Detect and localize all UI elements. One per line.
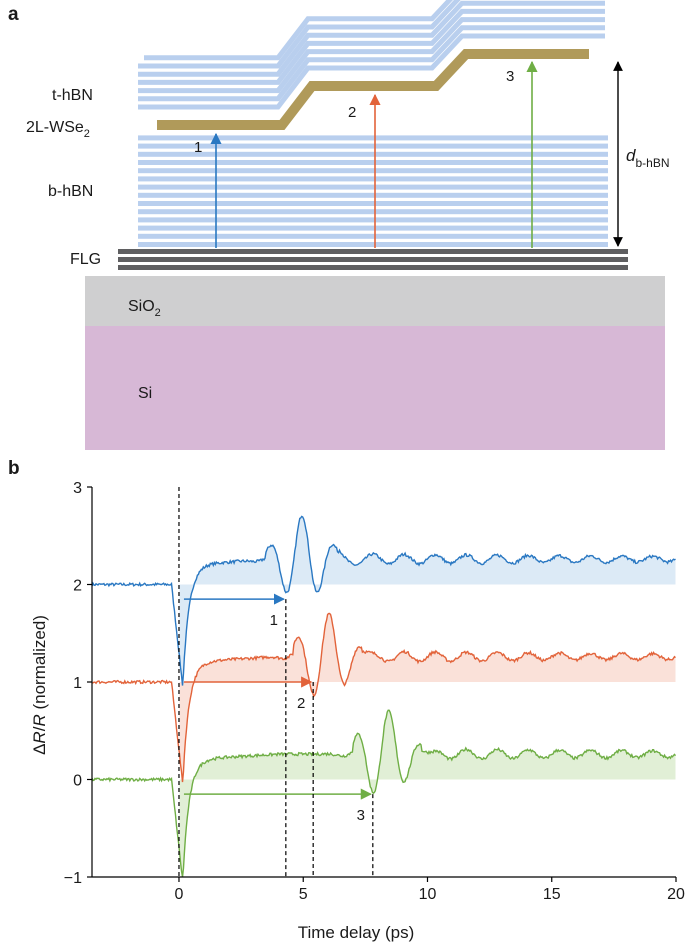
y-tick-label: −1 xyxy=(64,870,82,887)
x-tick-label: 10 xyxy=(419,886,437,903)
y-tick-label: 3 xyxy=(73,480,82,497)
label-sio2: SiO2 xyxy=(128,298,161,319)
hbn-sheet-bottom xyxy=(138,201,608,206)
hbn-sheet-bottom xyxy=(138,242,608,247)
x-axis-label: Time delay (ps) xyxy=(298,923,415,942)
series-line-3 xyxy=(91,709,677,878)
hbn-sheet-top xyxy=(138,17,605,94)
hbn-sheet-bottom xyxy=(138,143,608,149)
chart-lines xyxy=(91,515,677,878)
echo-marker-label-2: 2 xyxy=(297,695,305,712)
hbn-stack xyxy=(138,0,608,247)
series-fill-2 xyxy=(179,613,676,782)
series-line-1 xyxy=(91,515,676,686)
hbn-sheet-top xyxy=(138,25,605,102)
hbn-sheet-bottom xyxy=(138,184,608,190)
hbn-sheet-bottom xyxy=(138,225,608,231)
y-tick-label: 2 xyxy=(73,578,82,595)
label-si: Si xyxy=(138,385,152,402)
chart-fills xyxy=(179,516,676,877)
hbn-sheet-top xyxy=(144,0,454,61)
label-flg: FLG xyxy=(70,251,101,268)
position-label-2: 2 xyxy=(348,104,356,121)
label-t-hbn: t-hBN xyxy=(52,87,93,104)
hbn-sheet-bottom xyxy=(138,192,608,198)
si-layer xyxy=(85,326,665,450)
position-label-3: 3 xyxy=(506,68,514,85)
echo-marker-label-1: 1 xyxy=(270,612,278,629)
sio2-layer xyxy=(85,276,665,326)
series-fill-1 xyxy=(179,516,676,686)
hbn-sheet-bottom xyxy=(138,160,608,165)
label-b-hbn: b-hBN xyxy=(48,183,93,200)
x-tick-label: 20 xyxy=(667,886,685,903)
hbn-sheet-top xyxy=(138,33,605,110)
position-label-1: 1 xyxy=(194,139,202,156)
hbn-sheet-bottom xyxy=(138,135,608,141)
x-tick-label: 5 xyxy=(299,886,308,903)
hbn-sheet-bottom xyxy=(138,217,608,223)
chart-axes: −1 0 1 2 3 0 5 10 15 20 xyxy=(64,480,685,903)
hbn-sheet-bottom xyxy=(138,168,608,174)
hbn-sheet-bottom xyxy=(138,151,608,157)
panel-b: b 1 2 3 −1 0 1 2 3 0 5 10 15 20 Time delay (ps) ΔR/… xyxy=(8,458,685,942)
series-line-2 xyxy=(91,612,676,783)
hbn-sheet-bottom xyxy=(138,209,608,215)
thickness-label: db-hBN xyxy=(626,146,669,170)
y-axis-label: ΔR/R (normalized) xyxy=(30,615,49,755)
flg-layer xyxy=(118,249,628,270)
hbn-sheet-bottom xyxy=(138,233,608,239)
panel-a-label: a xyxy=(8,4,19,25)
panel-a: a 1 2 3 db-hBN t-hBN 2L-WSe2 b-hBN FLG S… xyxy=(8,0,669,450)
y-tick-label: 1 xyxy=(73,675,82,692)
echo-marker-label-3: 3 xyxy=(357,807,365,824)
x-tick-label: 15 xyxy=(543,886,561,903)
y-tick-label: 0 xyxy=(73,773,82,790)
hbn-sheet-bottom xyxy=(138,176,608,182)
x-tick-label: 0 xyxy=(175,886,184,903)
wse2-layer xyxy=(157,49,589,130)
hbn-sheet-top xyxy=(138,0,461,69)
hbn-sheet-top xyxy=(138,0,605,77)
label-wse2: 2L-WSe2 xyxy=(26,119,90,140)
chart-markers: 1 2 3 xyxy=(178,487,374,877)
hbn-sheet-top xyxy=(138,8,605,85)
panel-b-label: b xyxy=(8,458,20,479)
